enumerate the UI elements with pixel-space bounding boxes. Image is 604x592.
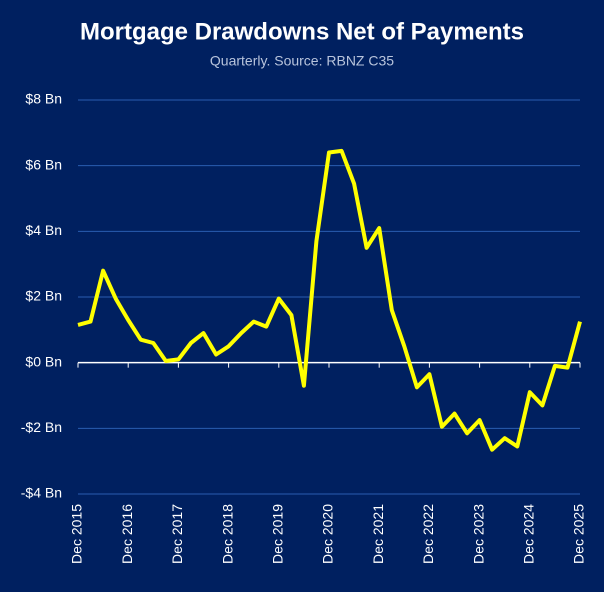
x-tick-label: Dec 2024 [521,504,537,564]
y-tick-label: $6 Bn [25,156,62,172]
x-tick-label: Dec 2021 [370,504,386,564]
x-tick-label: Dec 2022 [420,504,436,564]
x-tick-label: Dec 2015 [69,504,85,564]
x-tick-label: Dec 2023 [470,504,486,564]
chart-subtitle: Quarterly. Source: RBNZ C35 [210,53,394,69]
y-tick-label: $8 Bn [25,91,62,107]
x-tick-label: Dec 2018 [219,504,235,564]
y-tick-label: -$2 Bn [21,419,62,435]
x-tick-label: Dec 2025 [571,504,587,564]
chart-title: Mortgage Drawdowns Net of Payments [80,18,524,45]
y-tick-label: $0 Bn [25,353,62,369]
x-tick-label: Dec 2016 [119,504,135,564]
data-line [77,148,582,452]
x-tick-label: Dec 2017 [169,504,185,564]
x-tick-label: Dec 2019 [270,504,286,564]
x-tick-label: Dec 2020 [320,504,336,564]
y-tick-label: $4 Bn [25,222,62,238]
y-tick-label: -$4 Bn [21,485,62,501]
y-tick-label: $2 Bn [25,288,62,304]
